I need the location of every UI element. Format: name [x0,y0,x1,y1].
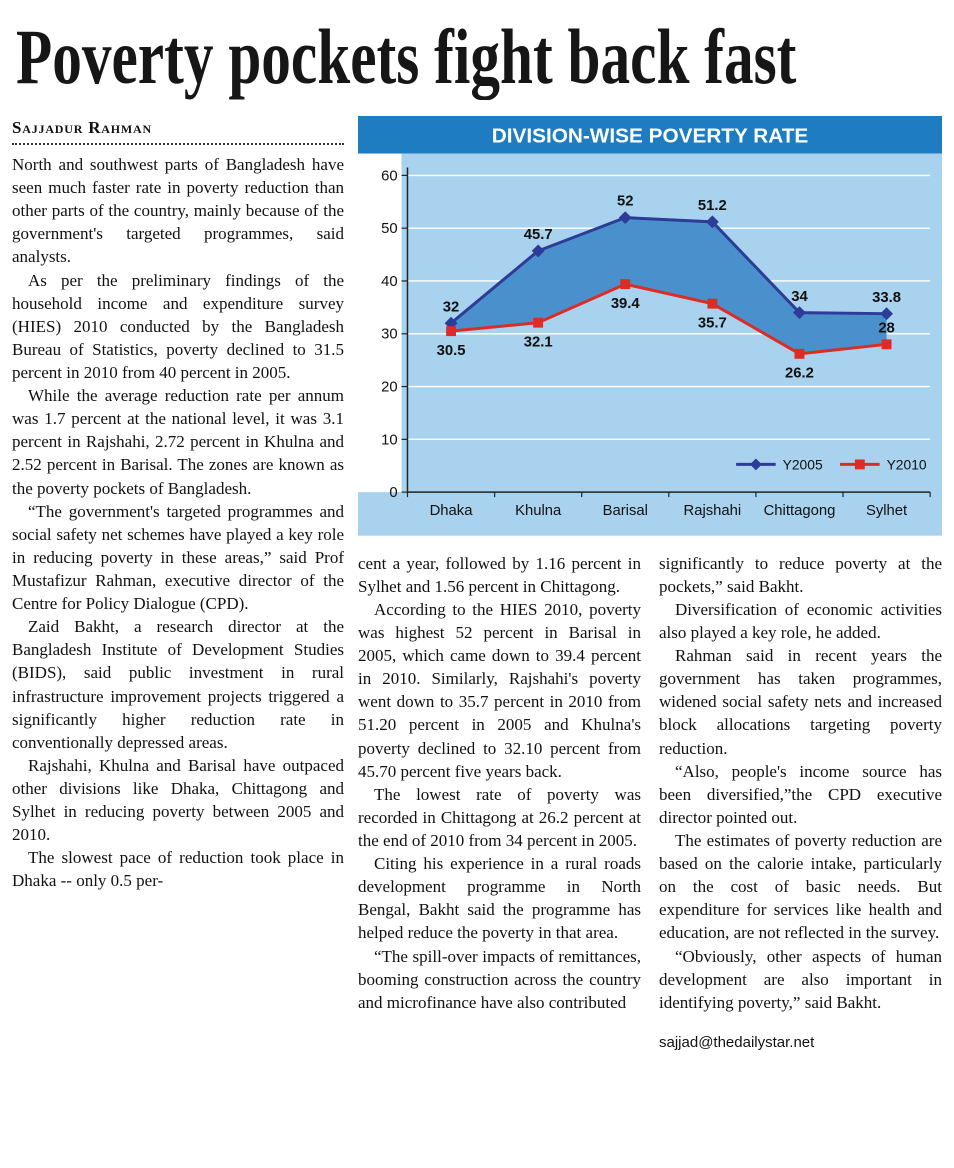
paragraph: Diversification of economic activities a… [659,599,942,643]
data-label: 28 [878,320,895,336]
paragraph: According to the HIES 2010, poverty was … [358,599,641,781]
square-marker [881,339,892,350]
y-tick-label: 10 [381,432,398,448]
poverty-chart: DIVISION-WISE POVERTY RATE 0 10 20 30 40 50 60 3… [358,116,942,536]
x-category-label: Sylhet [866,503,908,519]
data-label: 45.7 [524,227,553,243]
diamond-marker [531,244,545,258]
paragraph: significantly to reduce poverty at the p… [659,553,942,596]
data-label: 33.8 [872,290,901,306]
x-category-label: Dhaka [430,503,474,519]
legend-square-marker [854,459,865,470]
article-right-area: DIVISION-WISE POVERTY RATE 0 10 20 30 40 50 60 3… [358,116,942,1051]
division-wise-poverty-rate-chart: DIVISION-WISE POVERTY RATE 0 10 20 30 40 50 60 3… [358,116,942,536]
legend-label: Y2005 [783,456,823,472]
data-label: 34 [791,289,808,305]
byline-divider [12,143,344,145]
article-column-1: Sajjadur Rahman North and southwest part… [12,116,344,893]
column-3-text: significantly to reduce poverty at the p… [659,552,942,1014]
data-label: 26.2 [785,366,814,382]
y-tick-label: 30 [381,327,398,343]
article-body: Sajjadur Rahman North and southwest part… [12,116,942,1051]
paragraph: “Obviously, other aspects of human devel… [659,946,942,1012]
column-2-text: cent a year, followed by 1.16 percent in… [358,552,641,1014]
paragraph: “Also, people's income source has been d… [659,761,942,827]
y-tick-label: 0 [389,485,397,501]
paragraph: Citing his experience in a rural roads d… [358,854,641,943]
chart-title-bar [358,116,942,154]
lower-columns: cent a year, followed by 1.16 percent in… [358,552,942,1051]
data-label: 39.4 [611,296,641,312]
byline: Sajjadur Rahman [12,118,152,137]
data-label: 51.2 [698,198,727,214]
square-marker [446,326,456,337]
y-tick-label: 40 [381,274,398,290]
paragraph: North and southwest parts of Bangladesh … [12,155,344,267]
paragraph: Rahman said in recent years the governme… [659,646,942,758]
x-category-label: Khulna [515,503,562,519]
square-marker [707,298,718,309]
x-category-label: Rajshahi [684,503,742,519]
y-axis-label-strip [358,153,402,493]
paragraph: Zaid Bakht, a research director at the B… [12,617,344,752]
data-label: 32.1 [524,334,553,350]
paragraph: As per the preliminary findings of the h… [12,270,344,382]
paragraph: While the average reduction rate per ann… [12,386,344,498]
series-line-Y2005 [450,216,887,325]
paragraph: “The government's targeted programmes an… [12,501,344,614]
headline: Poverty pockets fight back fast [16,13,797,100]
author-email: sajjad@thedailystar.net [659,1033,815,1051]
chart-title: DIVISION-WISE POVERTY RATE [492,125,809,148]
x-category-label: Chittagong [764,503,836,519]
data-label: 52 [617,194,634,210]
diamond-marker [618,211,632,225]
y-tick-label: 60 [381,168,398,184]
legend-label: Y2010 [887,456,927,472]
paragraph: Rajshahi, Khulna and Barisal have outpac… [12,755,344,845]
data-label: 32 [443,299,460,315]
article-column-2: cent a year, followed by 1.16 percent in… [358,552,641,1051]
data-label: 35.7 [698,315,727,331]
diamond-marker [705,215,719,229]
paragraph: “The spill-over impacts of remittances, … [358,946,641,1012]
square-marker [620,279,631,290]
y-tick-label: 20 [381,380,398,396]
paragraph: The slowest pace of reduction took place… [12,848,344,891]
x-category-label: Barisal [603,503,648,519]
paragraph: The estimates of poverty reduction are b… [659,831,942,943]
square-marker [533,317,544,328]
column-1-text: North and southwest parts of Bangladesh … [12,153,344,893]
paragraph: cent a year, followed by 1.16 percent in… [358,553,641,596]
y-tick-label: 50 [381,221,398,237]
article-column-3: significantly to reduce poverty at the p… [659,552,942,1051]
paragraph: The lowest rate of poverty was recorded … [358,784,641,850]
square-marker [794,348,805,359]
series-line-Y2010 [450,282,887,356]
series-band-fill [451,217,887,354]
data-label: 30.5 [437,343,466,359]
